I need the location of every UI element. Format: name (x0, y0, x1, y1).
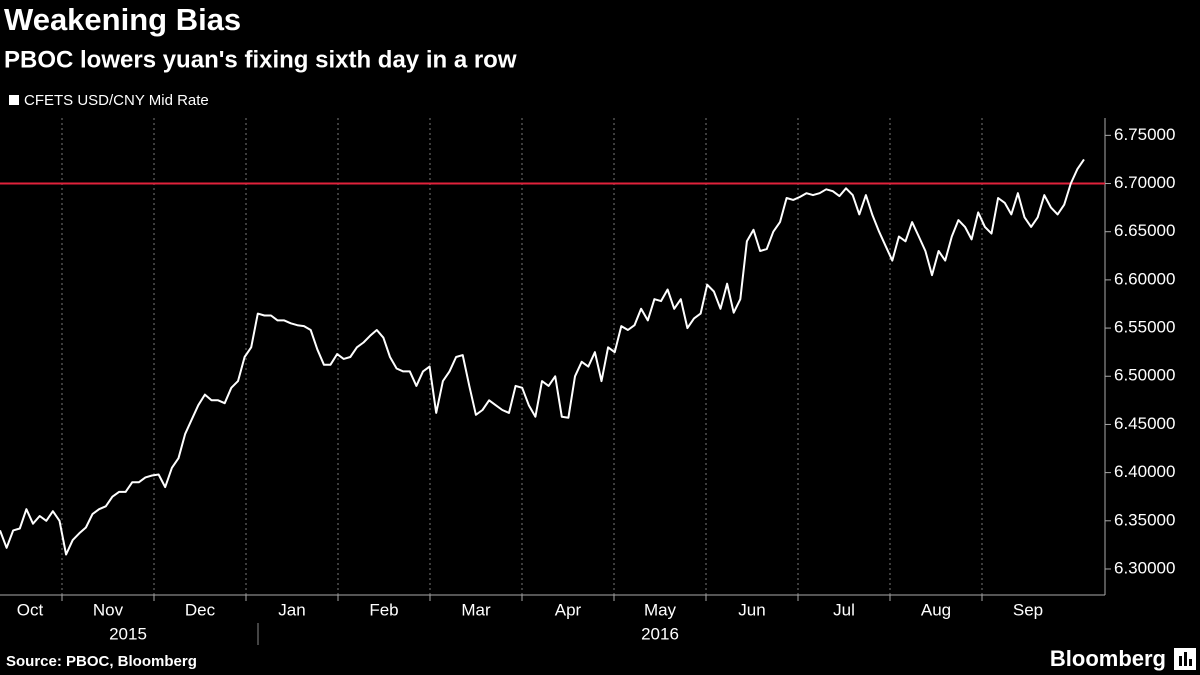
y-tick-label: 6.40000 (1114, 462, 1175, 481)
x-tick-label: Nov (93, 600, 124, 619)
y-tick-label: 6.65000 (1114, 221, 1175, 240)
x-tick-label: Jul (833, 600, 855, 619)
y-tick-label: 6.50000 (1114, 366, 1175, 385)
x-tick-label: Aug (921, 600, 951, 619)
x-tick-label: Oct (17, 600, 44, 619)
legend-swatch (9, 95, 19, 105)
y-tick-label: 6.30000 (1114, 558, 1175, 577)
chart-subtitle: PBOC lowers yuan's fixing sixth day in a… (4, 46, 517, 73)
x-tick-label: Jun (738, 600, 765, 619)
legend-label: CFETS USD/CNY Mid Rate (24, 92, 209, 109)
brand-icon-bar (1189, 659, 1192, 666)
y-tick-label: 6.35000 (1114, 510, 1175, 529)
line (0, 158, 1085, 556)
y-tick-label: 6.75000 (1114, 125, 1175, 144)
brand-icon-bar (1179, 656, 1182, 666)
y-tick-label: 6.45000 (1114, 414, 1175, 433)
y-tick-label: 6.60000 (1114, 269, 1175, 288)
y-tick-label: 6.70000 (1114, 173, 1175, 192)
chart-title: Weakening Bias (4, 2, 241, 37)
x-tick-label: Apr (555, 600, 582, 619)
x-tick-label: May (644, 600, 677, 619)
year-label: 2016 (641, 624, 679, 643)
year-label: 2015 (109, 624, 147, 643)
x-tick-label: Mar (461, 600, 491, 619)
brand: Bloomberg (1050, 646, 1166, 671)
x-tick-label: Jan (278, 600, 305, 619)
brand-icon-bar (1184, 652, 1187, 666)
y-tick-label: 6.55000 (1114, 318, 1175, 337)
x-tick-label: Sep (1013, 600, 1043, 619)
source: Source: PBOC, Bloomberg (6, 653, 197, 670)
x-tick-label: Dec (185, 600, 216, 619)
x-tick-label: Feb (369, 600, 398, 619)
